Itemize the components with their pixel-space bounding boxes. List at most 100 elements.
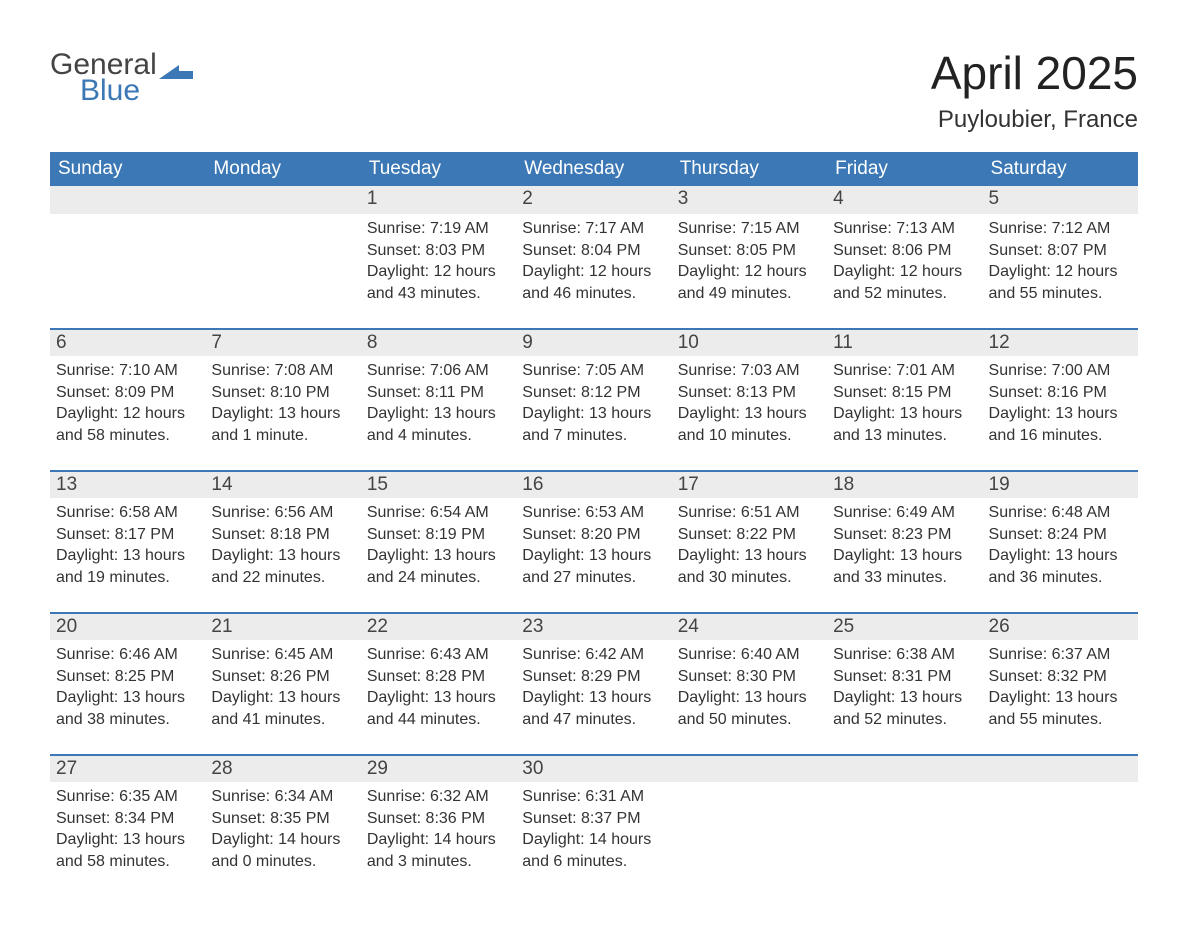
calendar-day-cell: 11Sunrise: 7:01 AMSunset: 8:15 PMDayligh… [827,328,982,470]
calendar-week-row: 27Sunrise: 6:35 AMSunset: 8:34 PMDayligh… [50,754,1138,896]
day-number: 27 [50,754,205,782]
sunrise-text: Sunrise: 6:32 AM [367,786,510,808]
sunset-text: Sunset: 8:36 PM [367,808,510,830]
day-number [672,754,827,782]
daylight-text: Daylight: 13 hours and 22 minutes. [211,545,354,588]
sunrise-text: Sunrise: 6:46 AM [56,644,199,666]
calendar-day-cell: 20Sunrise: 6:46 AMSunset: 8:25 PMDayligh… [50,612,205,754]
daylight-text: Daylight: 13 hours and 4 minutes. [367,403,510,446]
day-number: 13 [50,470,205,498]
calendar-day-cell: 3Sunrise: 7:15 AMSunset: 8:05 PMDaylight… [672,186,827,328]
sunset-text: Sunset: 8:11 PM [367,382,510,404]
day-content: Sunrise: 6:31 AMSunset: 8:37 PMDaylight:… [516,782,671,872]
daylight-text: Daylight: 13 hours and 27 minutes. [522,545,665,588]
title-block: April 2025 Puyloubier, France [931,50,1138,134]
day-number: 9 [516,328,671,356]
day-number: 14 [205,470,360,498]
sunset-text: Sunset: 8:23 PM [833,524,976,546]
sunset-text: Sunset: 8:13 PM [678,382,821,404]
calendar-day-cell [672,754,827,896]
sunrise-text: Sunrise: 7:19 AM [367,218,510,240]
sunrise-text: Sunrise: 7:08 AM [211,360,354,382]
calendar-day-cell: 18Sunrise: 6:49 AMSunset: 8:23 PMDayligh… [827,470,982,612]
calendar-day-cell: 27Sunrise: 6:35 AMSunset: 8:34 PMDayligh… [50,754,205,896]
sunset-text: Sunset: 8:19 PM [367,524,510,546]
calendar-day-cell: 2Sunrise: 7:17 AMSunset: 8:04 PMDaylight… [516,186,671,328]
sunset-text: Sunset: 8:34 PM [56,808,199,830]
calendar-day-cell: 24Sunrise: 6:40 AMSunset: 8:30 PMDayligh… [672,612,827,754]
sunrise-text: Sunrise: 7:06 AM [367,360,510,382]
day-header: Monday [205,152,360,186]
day-content: Sunrise: 7:03 AMSunset: 8:13 PMDaylight:… [672,356,827,446]
sunrise-text: Sunrise: 7:12 AM [989,218,1132,240]
calendar-day-cell: 1Sunrise: 7:19 AMSunset: 8:03 PMDaylight… [361,186,516,328]
calendar-week-row: 1Sunrise: 7:19 AMSunset: 8:03 PMDaylight… [50,186,1138,328]
sunrise-text: Sunrise: 7:00 AM [989,360,1132,382]
sunrise-text: Sunrise: 7:01 AM [833,360,976,382]
day-content: Sunrise: 6:43 AMSunset: 8:28 PMDaylight:… [361,640,516,730]
calendar-week-row: 6Sunrise: 7:10 AMSunset: 8:09 PMDaylight… [50,328,1138,470]
day-header-row: Sunday Monday Tuesday Wednesday Thursday… [50,152,1138,186]
sunset-text: Sunset: 8:32 PM [989,666,1132,688]
day-number: 2 [516,186,671,214]
sunrise-text: Sunrise: 7:15 AM [678,218,821,240]
day-content: Sunrise: 6:35 AMSunset: 8:34 PMDaylight:… [50,782,205,872]
sunrise-text: Sunrise: 6:53 AM [522,502,665,524]
daylight-text: Daylight: 13 hours and 33 minutes. [833,545,976,588]
sunset-text: Sunset: 8:24 PM [989,524,1132,546]
logo-flag-icon [159,65,193,93]
sunset-text: Sunset: 8:35 PM [211,808,354,830]
calendar-day-cell: 6Sunrise: 7:10 AMSunset: 8:09 PMDaylight… [50,328,205,470]
day-content: Sunrise: 6:38 AMSunset: 8:31 PMDaylight:… [827,640,982,730]
day-number: 21 [205,612,360,640]
calendar-day-cell: 14Sunrise: 6:56 AMSunset: 8:18 PMDayligh… [205,470,360,612]
sunset-text: Sunset: 8:05 PM [678,240,821,262]
daylight-text: Daylight: 13 hours and 1 minute. [211,403,354,446]
sunrise-text: Sunrise: 6:49 AM [833,502,976,524]
daylight-text: Daylight: 13 hours and 44 minutes. [367,687,510,730]
sunrise-text: Sunrise: 6:58 AM [56,502,199,524]
day-number: 17 [672,470,827,498]
calendar-day-cell: 12Sunrise: 7:00 AMSunset: 8:16 PMDayligh… [983,328,1138,470]
calendar-day-cell: 13Sunrise: 6:58 AMSunset: 8:17 PMDayligh… [50,470,205,612]
day-content: Sunrise: 7:01 AMSunset: 8:15 PMDaylight:… [827,356,982,446]
sunrise-text: Sunrise: 7:05 AM [522,360,665,382]
calendar-body: 1Sunrise: 7:19 AMSunset: 8:03 PMDaylight… [50,186,1138,896]
calendar-day-cell: 15Sunrise: 6:54 AMSunset: 8:19 PMDayligh… [361,470,516,612]
day-content: Sunrise: 7:12 AMSunset: 8:07 PMDaylight:… [983,214,1138,304]
day-number [983,754,1138,782]
day-number: 4 [827,186,982,214]
sunset-text: Sunset: 8:12 PM [522,382,665,404]
daylight-text: Daylight: 13 hours and 38 minutes. [56,687,199,730]
sunset-text: Sunset: 8:28 PM [367,666,510,688]
daylight-text: Daylight: 12 hours and 52 minutes. [833,261,976,304]
day-number: 5 [983,186,1138,214]
calendar-page: General Blue April 2025 Puyloubier, Fran… [0,0,1188,936]
day-content: Sunrise: 7:00 AMSunset: 8:16 PMDaylight:… [983,356,1138,446]
sunset-text: Sunset: 8:09 PM [56,382,199,404]
day-number: 10 [672,328,827,356]
calendar-day-cell: 21Sunrise: 6:45 AMSunset: 8:26 PMDayligh… [205,612,360,754]
day-number [827,754,982,782]
logo-text-block: General Blue [50,50,157,106]
day-number: 7 [205,328,360,356]
day-content: Sunrise: 6:45 AMSunset: 8:26 PMDaylight:… [205,640,360,730]
sunrise-text: Sunrise: 7:03 AM [678,360,821,382]
day-content: Sunrise: 6:54 AMSunset: 8:19 PMDaylight:… [361,498,516,588]
daylight-text: Daylight: 14 hours and 6 minutes. [522,829,665,872]
calendar-day-cell: 7Sunrise: 7:08 AMSunset: 8:10 PMDaylight… [205,328,360,470]
sunset-text: Sunset: 8:31 PM [833,666,976,688]
sunrise-text: Sunrise: 7:13 AM [833,218,976,240]
calendar-day-cell: 19Sunrise: 6:48 AMSunset: 8:24 PMDayligh… [983,470,1138,612]
daylight-text: Daylight: 13 hours and 19 minutes. [56,545,199,588]
day-content: Sunrise: 6:32 AMSunset: 8:36 PMDaylight:… [361,782,516,872]
header: General Blue April 2025 Puyloubier, Fran… [50,50,1138,134]
sunset-text: Sunset: 8:30 PM [678,666,821,688]
day-number: 11 [827,328,982,356]
sunset-text: Sunset: 8:26 PM [211,666,354,688]
day-header: Saturday [983,152,1138,186]
day-number: 6 [50,328,205,356]
calendar-week-row: 20Sunrise: 6:46 AMSunset: 8:25 PMDayligh… [50,612,1138,754]
daylight-text: Daylight: 13 hours and 58 minutes. [56,829,199,872]
daylight-text: Daylight: 12 hours and 58 minutes. [56,403,199,446]
